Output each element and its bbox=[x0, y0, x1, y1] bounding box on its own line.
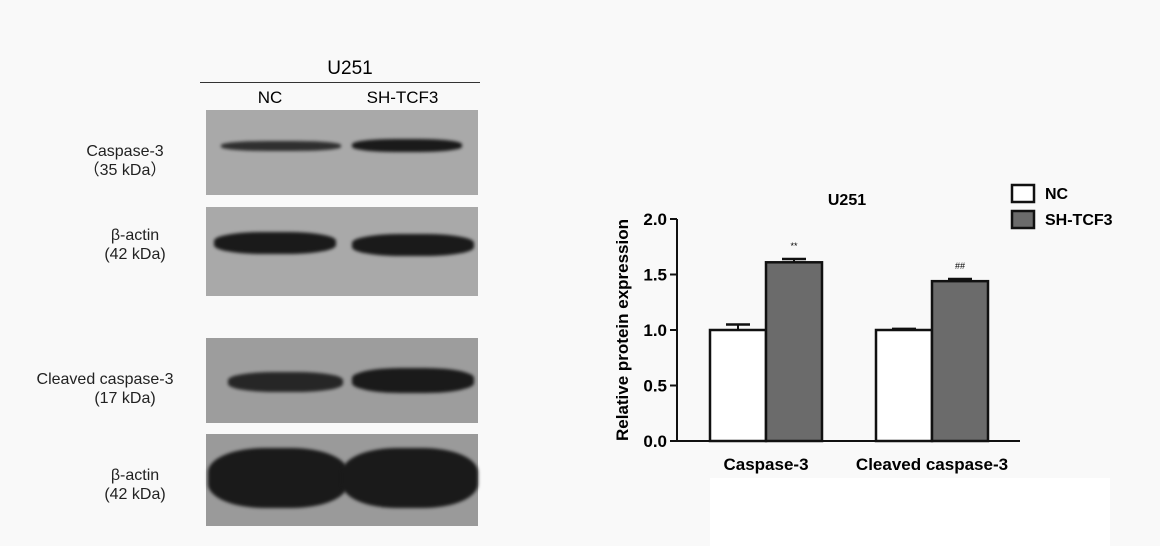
row-name: β-actin bbox=[110, 467, 160, 484]
blot-caspase-3 bbox=[206, 110, 478, 195]
row-size: (42 kDa) bbox=[104, 246, 166, 263]
bar-sh-tcf3 bbox=[764, 261, 824, 443]
bar-sh-tcf3 bbox=[930, 279, 990, 443]
row-label-beta-actin-1: β-actin (42 kDa) bbox=[70, 226, 200, 264]
blot-header-line bbox=[200, 82, 480, 83]
row-label-cleaved-caspase-3: Cleaved caspase-3 (17 kDa) bbox=[5, 370, 205, 408]
y-tick-label: 1.5 bbox=[643, 266, 667, 285]
row-name: β-actin bbox=[110, 227, 160, 244]
blot-cleaved-caspase-3 bbox=[206, 338, 478, 423]
significance-marker: ## bbox=[955, 261, 965, 271]
y-tick-label: 0.5 bbox=[643, 377, 667, 396]
blot-beta-actin-2 bbox=[206, 434, 478, 526]
y-axis-label: Relative protein expression bbox=[613, 219, 632, 441]
row-size: （35 kDa） bbox=[83, 162, 167, 179]
legend-label: SH-TCF3 bbox=[1045, 212, 1113, 229]
row-name: Cleaved caspase-3 bbox=[36, 371, 174, 388]
x-tick-label: Caspase-3 bbox=[723, 455, 808, 474]
y-tick-label: 0.0 bbox=[643, 432, 667, 451]
y-tick-label: 2.0 bbox=[643, 210, 667, 229]
row-name: Caspase-3 bbox=[86, 143, 164, 160]
row-label-beta-actin-2: β-actin (42 kDa) bbox=[70, 466, 200, 504]
y-tick-label: 1.0 bbox=[643, 321, 667, 340]
bar-nc bbox=[708, 328, 768, 443]
blot-beta-actin-1 bbox=[206, 207, 478, 296]
significance-marker: ** bbox=[790, 241, 798, 251]
legend-label: NC bbox=[1045, 186, 1069, 203]
legend-swatch bbox=[1010, 183, 1036, 204]
blank-patch bbox=[710, 478, 1110, 546]
lane-label-nc: NC bbox=[257, 88, 283, 107]
row-size: (17 kDa) bbox=[94, 390, 156, 407]
chart-title: U251 bbox=[828, 192, 866, 209]
legend-swatch bbox=[1010, 209, 1036, 230]
row-label-caspase-3: Caspase-3 （35 kDa） bbox=[60, 142, 190, 180]
x-tick-label: Cleaved caspase-3 bbox=[856, 455, 1008, 474]
row-size: (42 kDa) bbox=[104, 486, 166, 503]
lane-label-sh-tcf3: SH-TCF3 bbox=[366, 88, 439, 107]
bar-nc bbox=[874, 328, 934, 443]
blot-cell-line: U251 bbox=[327, 58, 373, 79]
